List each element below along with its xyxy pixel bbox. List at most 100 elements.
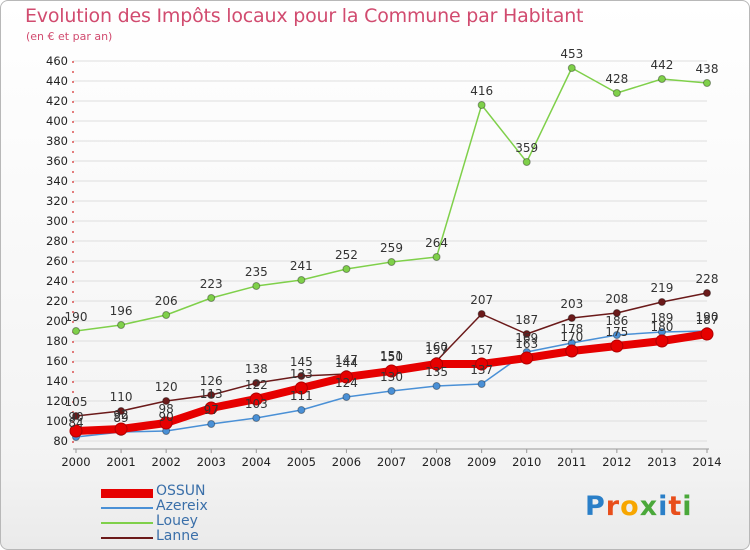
x-tick-label: 2002 — [152, 455, 181, 469]
y-tick-label: 460 — [46, 54, 68, 68]
data-point-ossun — [114, 422, 128, 436]
x-tick-label: 2008 — [422, 455, 451, 469]
data-point-louey — [567, 64, 576, 72]
data-point-lanne — [477, 310, 486, 318]
data-label-ossun: 170 — [560, 330, 583, 344]
data-point-louey — [477, 101, 486, 109]
chart-title: Evolution des Impôts locaux pour la Comm… — [25, 5, 584, 27]
data-label-ossun: 144 — [335, 356, 358, 370]
data-label-lanne: 151 — [380, 349, 403, 363]
data-label-louey: 206 — [155, 294, 178, 308]
data-label-azereix: 178 — [560, 322, 583, 336]
data-label-lanne: 160 — [425, 340, 448, 354]
data-label-azereix: 124 — [335, 376, 358, 390]
data-point-lanne — [72, 412, 80, 420]
data-point-louey — [657, 75, 666, 83]
data-point-azereix — [297, 406, 306, 414]
y-tick-label: 320 — [46, 194, 68, 208]
x-tick-label: 2011 — [557, 455, 586, 469]
data-point-louey — [252, 282, 261, 290]
y-tick-label: 340 — [46, 174, 68, 188]
x-tick-label: 2014 — [692, 455, 721, 469]
data-label-ossun: 157 — [470, 343, 493, 357]
data-point-louey — [612, 89, 621, 97]
data-label-lanne: 147 — [335, 353, 358, 367]
data-label-louey: 190 — [65, 310, 88, 324]
y-tick-label: 280 — [46, 234, 68, 248]
data-label-ossun: 92 — [113, 408, 128, 422]
data-label-azereix: 89 — [113, 411, 128, 425]
data-point-louey — [703, 79, 711, 87]
data-point-lanne — [522, 330, 531, 338]
data-point-ossun — [565, 344, 579, 358]
data-label-ossun: 150 — [380, 350, 403, 364]
data-label-lanne: 207 — [470, 293, 493, 307]
data-label-azereix: 84 — [68, 416, 83, 430]
proxiti-logo: Proxiti — [585, 491, 693, 522]
data-label-louey: 359 — [515, 141, 538, 155]
legend-label: Azereix — [156, 498, 208, 514]
data-point-azereix — [252, 414, 261, 422]
data-point-ossun — [249, 392, 263, 406]
data-label-azereix: 137 — [470, 363, 493, 377]
legend-item-louey: Louey — [101, 513, 301, 530]
y-tick-label: 200 — [46, 314, 68, 328]
y-tick-label: 260 — [46, 254, 68, 268]
legend-item-lanne: Lanne — [101, 528, 301, 545]
data-label-louey: 235 — [245, 265, 268, 279]
legend-swatch — [101, 537, 153, 539]
data-label-lanne: 105 — [65, 395, 88, 409]
y-tick-label: 180 — [46, 334, 68, 348]
data-label-azereix: 135 — [425, 365, 448, 379]
data-point-azereix — [477, 380, 486, 388]
data-point-ossun — [610, 339, 624, 353]
logo-letter: o — [620, 491, 640, 522]
legend-item-ossun: OSSUN — [101, 483, 301, 500]
y-tick-label: 160 — [46, 354, 68, 368]
data-point-louey — [387, 258, 396, 266]
y-tick-label: 380 — [46, 134, 68, 148]
data-label-azereix: 103 — [245, 397, 268, 411]
x-tick-label: 2012 — [602, 455, 631, 469]
data-label-ossun: 133 — [290, 367, 313, 381]
x-tick-label: 2005 — [287, 455, 316, 469]
logo-letter: i — [658, 491, 669, 522]
data-label-louey: 223 — [200, 277, 223, 291]
data-label-azereix: 186 — [605, 314, 628, 328]
data-label-lanne: 219 — [650, 281, 673, 295]
legend-swatch — [101, 507, 153, 509]
y-tick-label: 300 — [46, 214, 68, 228]
legend-label: OSSUN — [156, 483, 206, 499]
data-label-louey: 259 — [380, 241, 403, 255]
x-tick-label: 2010 — [512, 455, 541, 469]
y-tick-label: 400 — [46, 114, 68, 128]
data-label-louey: 264 — [425, 236, 448, 250]
data-label-ossun: 157 — [425, 343, 448, 357]
data-point-ossun — [520, 351, 534, 365]
data-point-louey — [72, 327, 80, 335]
data-label-lanne: 145 — [290, 355, 313, 369]
y-tick-label: 240 — [46, 274, 68, 288]
legend-item-azereix: Azereix — [101, 498, 301, 515]
data-point-ossun — [204, 401, 218, 415]
data-point-louey — [297, 276, 306, 284]
data-label-louey: 428 — [605, 72, 628, 86]
data-point-lanne — [297, 372, 306, 380]
data-label-lanne: 126 — [200, 374, 223, 388]
data-label-lanne: 228 — [696, 272, 719, 286]
data-point-azereix — [387, 387, 396, 395]
data-point-azereix — [207, 420, 216, 428]
y-tick-label: 120 — [46, 394, 68, 408]
data-point-ossun — [339, 370, 353, 384]
y-tick-label: 440 — [46, 74, 68, 88]
data-label-ossun: 175 — [605, 325, 628, 339]
chart-subtitle: (en € et par an) — [26, 30, 113, 43]
data-point-azereix — [342, 393, 351, 401]
legend-swatch — [101, 489, 153, 498]
x-tick-label: 2006 — [332, 455, 361, 469]
x-tick-label: 2001 — [106, 455, 135, 469]
logo-letter: P — [585, 491, 606, 522]
y-tick-label: 80 — [53, 434, 68, 448]
data-label-ossun: 163 — [515, 337, 538, 351]
